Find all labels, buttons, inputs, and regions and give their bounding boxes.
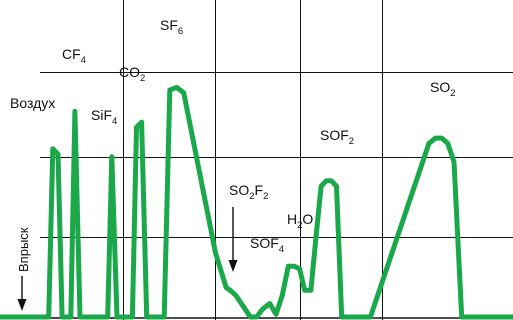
chromatogram-trace xyxy=(0,84,513,320)
peak-label-so2f2: SO2F2 xyxy=(229,182,268,202)
so2f2-arrow xyxy=(228,207,238,272)
peak-label-sof2: SOF2 xyxy=(320,127,354,147)
peak-label-sof4: SOF4 xyxy=(250,235,284,255)
chart-grid xyxy=(40,0,513,320)
injection-arrow xyxy=(17,276,27,311)
peak-label-cf4: CF4 xyxy=(62,46,86,66)
peak-label-sif4: SiF4 xyxy=(91,107,117,127)
peak-label-air: Воздух xyxy=(10,95,55,111)
peak-label-h2o: H2O xyxy=(287,211,313,231)
peak-label-co2: CO2 xyxy=(119,64,145,84)
peak-label-sf6: SF6 xyxy=(160,17,183,37)
peak-label-so2: SO2 xyxy=(430,79,456,99)
injection-label: Впрыск xyxy=(16,227,31,272)
